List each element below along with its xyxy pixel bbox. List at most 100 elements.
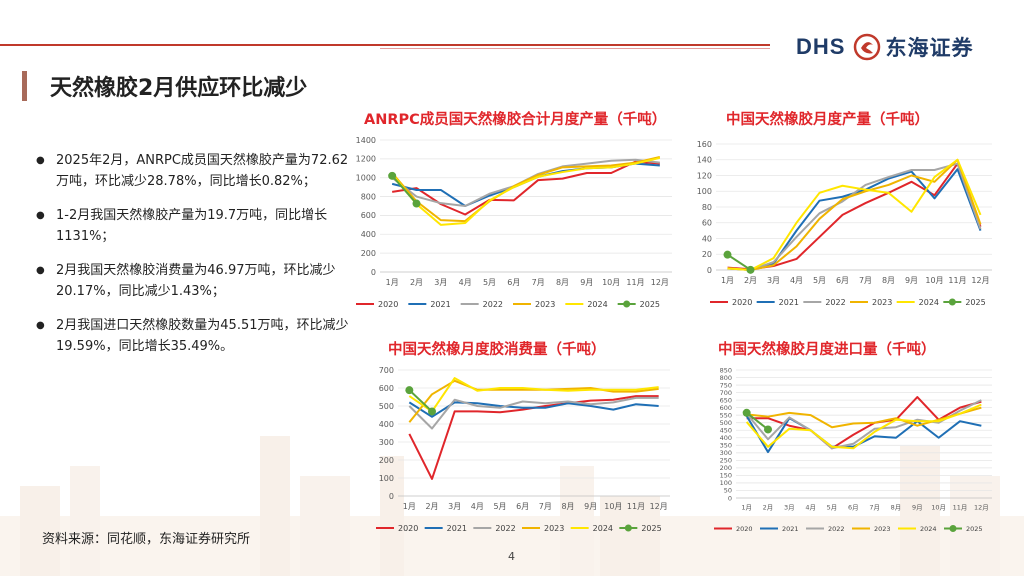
legend-marker-2025 (948, 298, 956, 306)
y-tick-label: 600 (361, 211, 376, 220)
summary-bullet: 2025年2月，ANRPC成员国天然橡胶产量为72.62万吨，环比减少28.78… (36, 150, 356, 192)
x-tick-label: 9月 (912, 504, 923, 512)
x-tick-label: 5月 (813, 276, 826, 285)
x-tick-label: 8月 (891, 504, 902, 512)
summary-bullet: 2月我国天然橡胶消费量为46.97万吨，环比减少20.17%，同比减少1.43%… (36, 260, 356, 302)
y-tick-label: 700 (379, 366, 394, 375)
x-tick-label: 12月 (971, 276, 989, 285)
y-tick-label: 850 (720, 366, 732, 374)
y-tick-label: 0 (389, 492, 394, 501)
data-point-2025 (412, 199, 421, 208)
series-line-2023 (727, 158, 982, 271)
y-tick-label: 1200 (356, 155, 376, 164)
x-tick-label: 10月 (604, 502, 622, 511)
series-line-2022 (727, 162, 982, 271)
x-tick-label: 2月 (763, 504, 774, 512)
x-tick-label: 12月 (974, 504, 989, 512)
y-tick-label: 20 (702, 250, 712, 259)
y-tick-label: 600 (720, 404, 732, 412)
x-tick-label: 6月 (507, 278, 520, 287)
y-tick-label: 500 (720, 419, 732, 427)
chart-title-cn-imports: 中国天然橡胶月度进口量（千吨） (718, 342, 936, 358)
series-line-2025 (726, 253, 752, 271)
x-tick-label: 4月 (471, 502, 484, 511)
x-tick-label: 5月 (483, 278, 496, 287)
y-tick-label: 300 (720, 449, 732, 457)
y-tick-label: 800 (720, 374, 732, 382)
y-tick-label: 350 (720, 442, 732, 450)
x-tick-label: 8月 (882, 276, 895, 285)
y-tick-label: 200 (379, 456, 394, 465)
x-tick-label: 6月 (836, 276, 849, 285)
x-tick-label: 9月 (580, 278, 593, 287)
y-tick-label: 200 (361, 249, 376, 258)
legend-marker-2025 (624, 524, 632, 532)
y-tick-label: 650 (720, 396, 732, 404)
data-point-2025 (742, 408, 751, 417)
x-tick-label: 2月 (744, 276, 757, 285)
data-point-2025 (428, 407, 436, 416)
series-line-2022 (408, 396, 659, 430)
page-title: 天然橡胶2月供应环比减少 (50, 76, 308, 101)
y-tick-label: 300 (379, 438, 394, 447)
legend-marker-2025 (949, 525, 957, 532)
x-tick-label: 8月 (556, 278, 569, 287)
y-tick-label: 60 (702, 219, 712, 228)
series-line-2025 (391, 175, 418, 205)
chart-title-cn-production: 中国天然橡胶月度产量（千吨） (726, 112, 929, 128)
y-tick-label: 1400 (356, 136, 376, 145)
series-line-2025 (408, 389, 433, 413)
chart-title-anrpc: ANRPC成员国天然橡胶合计月度产量（千吨） (364, 112, 667, 128)
chart-cn-imports: 0501001502002503003504004505005506006507… (714, 366, 992, 533)
legend-label-2024: 2024 (920, 525, 937, 533)
legend-label-2024: 2024 (593, 524, 613, 533)
title-accent-bar (22, 71, 27, 101)
x-tick-label: 11月 (953, 504, 968, 512)
x-tick-label: 7月 (869, 504, 880, 512)
legend-label-2020: 2020 (736, 525, 753, 533)
x-tick-label: 4月 (459, 278, 472, 287)
x-tick-label: 8月 (561, 502, 574, 511)
y-tick-label: 0 (728, 494, 732, 502)
data-point-2025 (764, 425, 772, 434)
legend-label-2023: 2023 (872, 298, 892, 307)
data-point-2025 (723, 250, 732, 259)
x-tick-label: 11月 (626, 278, 644, 287)
legend-label-2020: 2020 (378, 300, 398, 309)
summary-list: 2025年2月，ANRPC成员国天然橡胶产量为72.62万吨，环比减少28.78… (36, 150, 356, 370)
page-number: 4 (508, 550, 515, 563)
x-tick-label: 12月 (650, 502, 668, 511)
x-tick-label: 1月 (721, 276, 734, 285)
x-tick-label: 11月 (627, 502, 645, 511)
y-tick-label: 600 (379, 384, 394, 393)
series-line-2023 (746, 406, 982, 429)
header-rule-secondary (380, 48, 770, 49)
x-tick-label: 3月 (448, 502, 461, 511)
chart-cn-production: 0 20 40 60 80 100 120 140 160 1月 2月 3月 4月 5月 6月 7月 8月 9月 1… (697, 140, 992, 307)
series-line-2024 (745, 403, 982, 450)
x-tick-label: 12月 (651, 278, 669, 287)
x-tick-label: 5月 (827, 504, 838, 512)
x-tick-label: 2月 (410, 278, 423, 287)
summary-bullet: 1-2月我国天然橡胶产量为19.7万吨，同比增长1131%； (36, 205, 356, 247)
data-point-2025 (388, 171, 397, 180)
x-tick-label: 3月 (767, 276, 780, 285)
logo-text: DHS (796, 34, 846, 59)
y-tick-label: 500 (379, 402, 394, 411)
series-line-2020 (727, 162, 982, 271)
series-line-2024 (408, 377, 659, 413)
legend-label-2020: 2020 (398, 524, 418, 533)
x-tick-label: 11月 (948, 276, 966, 285)
y-tick-label: 140 (697, 156, 712, 165)
y-tick-label: 100 (697, 187, 712, 196)
y-tick-label: 400 (720, 434, 732, 442)
legend-label-2025: 2025 (640, 300, 660, 309)
legend-label-2021: 2021 (430, 300, 450, 309)
legend-label-2023: 2023 (535, 300, 555, 309)
y-tick-label: 40 (702, 234, 712, 243)
source-note: 资料来源：同花顺，东海证券研究所 (42, 532, 251, 547)
legend-label-2021: 2021 (447, 524, 467, 533)
y-tick-label: 400 (361, 230, 376, 239)
y-tick-label: 50 (724, 487, 732, 495)
